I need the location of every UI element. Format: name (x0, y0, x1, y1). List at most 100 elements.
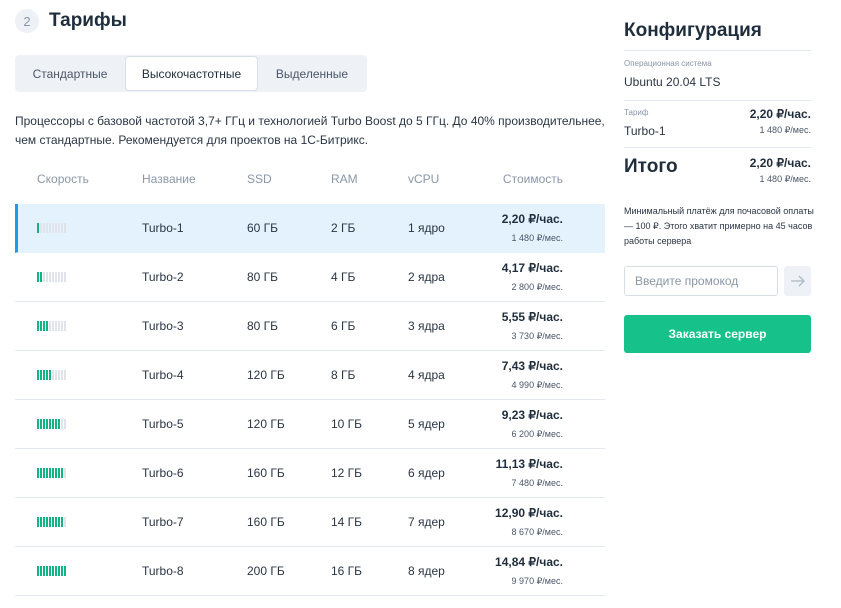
config-os-value: Ubuntu 20.04 LTS (624, 75, 721, 89)
speed-bar-segment (46, 468, 48, 478)
speed-bar-segment (64, 370, 66, 380)
speed-indicator (37, 419, 66, 429)
row-vcpu: 7 ядер (408, 515, 445, 529)
row-ssd: 200 ГБ (247, 564, 285, 578)
row-price-hourly: 7,43 ₽/час. (501, 359, 563, 373)
table-header: Скорость Название SSD RAM vCPU Стоимость (15, 162, 605, 196)
speed-bar-segment (40, 223, 42, 233)
row-ram: 16 ГБ (331, 564, 363, 578)
promo-code-input[interactable] (624, 266, 778, 296)
speed-bar-segment (49, 566, 51, 576)
speed-bar-segment (52, 370, 54, 380)
speed-bar-segment (61, 419, 63, 429)
speed-bar-segment (61, 468, 63, 478)
table-row[interactable]: Turbo-1 60 ГБ 2 ГБ 1 ядро 2,20 ₽/час. 1 480 ₽… (15, 204, 605, 253)
table-body: Turbo-1 60 ГБ 2 ГБ 1 ядро 2,20 ₽/час. 1 480 ₽… (15, 204, 605, 596)
speed-bar-segment (43, 321, 45, 331)
speed-bar-segment (40, 566, 42, 576)
speed-bar-segment (43, 223, 45, 233)
row-vcpu: 1 ядро (408, 221, 445, 235)
speed-bar-segment (49, 321, 51, 331)
row-vcpu: 8 ядер (408, 564, 445, 578)
speed-bar-segment (55, 517, 57, 527)
config-tariff-price-month: 1 480 ₽/мес. (759, 125, 811, 135)
total-prices: 2,20 ₽/час. 1 480 ₽/мес. (750, 156, 811, 185)
speed-bar-segment (61, 566, 63, 576)
table-row[interactable]: Turbo-8 200 ГБ 16 ГБ 8 ядер 14,84 ₽/час. 9 97… (15, 547, 605, 596)
row-name: Turbo-4 (142, 368, 184, 382)
row-price-monthly: 9 970 ₽/мес. (511, 576, 563, 586)
row-price-monthly: 6 200 ₽/мес. (511, 429, 563, 439)
speed-bar-segment (61, 517, 63, 527)
tariff-description: Процессоры с базовой частотой 3,7+ ГГц и… (15, 114, 605, 147)
speed-bar-segment (49, 517, 51, 527)
tab-dedicated[interactable]: Выделенные (275, 66, 349, 81)
speed-indicator (37, 468, 66, 478)
speed-bar-segment (52, 223, 54, 233)
speed-indicator (37, 517, 66, 527)
speed-bar-segment (40, 468, 42, 478)
speed-indicator (37, 321, 66, 331)
row-ram: 12 ГБ (331, 466, 363, 480)
speed-bar-segment (64, 223, 66, 233)
row-name: Turbo-6 (142, 466, 184, 480)
row-price-monthly: 3 730 ₽/мес. (511, 331, 563, 341)
row-name: Turbo-3 (142, 319, 184, 333)
row-ram: 4 ГБ (331, 270, 356, 284)
speed-bar-segment (43, 272, 45, 282)
speed-bar-segment (52, 468, 54, 478)
speed-bar-segment (49, 468, 51, 478)
speed-bar-segment (52, 272, 54, 282)
speed-bar-segment (49, 272, 51, 282)
total-price-month: 1 480 ₽/мес. (759, 174, 811, 184)
speed-bar-segment (43, 370, 45, 380)
row-price: 2,20 ₽/час. 1 480 ₽/мес. (502, 211, 563, 246)
speed-indicator (37, 223, 66, 233)
speed-bar-segment (46, 419, 48, 429)
speed-bar-segment (58, 566, 60, 576)
speed-bar-segment (58, 321, 60, 331)
speed-bar-segment (49, 370, 51, 380)
speed-bar-segment (46, 321, 48, 331)
table-row[interactable]: Turbo-4 120 ГБ 8 ГБ 4 ядра 7,43 ₽/час. 4 990 … (15, 351, 605, 400)
speed-bar-segment (61, 223, 63, 233)
speed-bar-segment (52, 566, 54, 576)
table-row[interactable]: Turbo-7 160 ГБ 14 ГБ 7 ядер 12,90 ₽/час. 8 67… (15, 498, 605, 547)
config-title: Конфигурация (624, 20, 811, 51)
speed-bar-segment (37, 566, 39, 576)
speed-bar-segment (37, 370, 39, 380)
row-price-hourly: 2,20 ₽/час. (501, 212, 563, 226)
row-vcpu: 6 ядер (408, 466, 445, 480)
speed-bar-segment (46, 517, 48, 527)
arrow-right-icon (790, 275, 805, 287)
row-price: 7,43 ₽/час. 4 990 ₽/мес. (502, 358, 563, 393)
speed-bar-segment (43, 468, 45, 478)
table-row[interactable]: Turbo-3 80 ГБ 6 ГБ 3 ядра 5,55 ₽/час. 3 730 ₽… (15, 302, 605, 351)
apply-promo-button[interactable] (784, 266, 811, 296)
speed-bar-segment (55, 321, 57, 331)
tab-standard[interactable]: Стандартные (32, 66, 108, 81)
speed-bar-segment (40, 272, 42, 282)
table-row[interactable]: Turbo-2 80 ГБ 4 ГБ 2 ядра 4,17 ₽/час. 2 800 ₽… (15, 253, 605, 302)
row-vcpu: 4 ядра (408, 368, 445, 382)
speed-bar-segment (46, 370, 48, 380)
speed-bar-segment (55, 566, 57, 576)
speed-bar-segment (46, 223, 48, 233)
row-price-hourly: 12,90 ₽/час. (495, 506, 563, 520)
row-vcpu: 2 ядра (408, 270, 445, 284)
row-name: Turbo-1 (142, 221, 184, 235)
speed-bar-segment (58, 223, 60, 233)
row-name: Turbo-7 (142, 515, 184, 529)
row-price-monthly: 1 480 ₽/мес. (511, 233, 563, 243)
section-header: 2 Тарифы (15, 9, 127, 33)
tab-high-frequency[interactable]: Высокочастотные (125, 56, 258, 91)
row-name: Turbo-5 (142, 417, 184, 431)
speed-bar-segment (61, 321, 63, 331)
table-row[interactable]: Turbo-6 160 ГБ 12 ГБ 6 ядер 11,13 ₽/час. 7 48… (15, 449, 605, 498)
speed-bar-segment (64, 468, 66, 478)
table-row[interactable]: Turbo-5 120 ГБ 10 ГБ 5 ядер 9,23 ₽/час. 6 200… (15, 400, 605, 449)
speed-bar-segment (43, 517, 45, 527)
speed-indicator (37, 566, 66, 576)
order-server-button[interactable]: Заказать сервер (624, 315, 811, 353)
config-tariff: Тариф Turbo-1 2,20 ₽/час. 1 480 ₽/мес. (624, 101, 811, 148)
